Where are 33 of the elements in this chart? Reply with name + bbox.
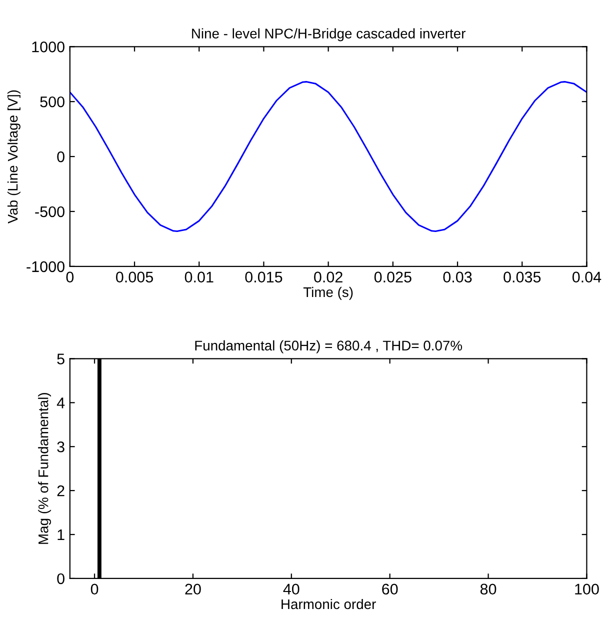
x-tick-label: 60 [382,584,398,595]
x-tick-label: 0.025 [374,272,412,282]
y-axis-title: Mag (% of Fundamental) [38,393,52,544]
x-tick-label: 0.04 [572,272,602,282]
x-tick-label: 0.01 [184,272,214,282]
y-tick-label: 3 [57,441,64,452]
x-tick-label: 80 [480,584,496,595]
line-series [70,81,587,232]
x-tick-label: 0.02 [314,272,342,282]
y-tick-label: 1000 [32,42,64,52]
y-tick-label: 0 [57,151,64,162]
y-tick-label: -1000 [26,261,64,272]
y-tick-label: 1 [58,530,64,540]
chart-title: Nine - level NPC/H-Bridge cascaded inverter [192,28,466,42]
x-tick-label: 0 [66,272,74,282]
x-tick-label: 40 [283,584,300,595]
y-tick-label: -500 [35,206,64,218]
x-tick-label: 0.005 [116,272,153,282]
x-tick-label: 0.035 [504,272,541,282]
y-tick-label: 4 [56,398,65,408]
x-tick-label: 100 [575,584,599,595]
x-tick-label: 0.015 [245,272,282,282]
y-tick-label: 500 [40,96,64,108]
y-tick-label: 0 [57,573,64,584]
y-tick-label: 5 [57,354,64,364]
y-axis-title: Vab (Line Voltage [V]) [7,90,20,224]
x-tick-label: 0.03 [443,272,472,282]
chart-title: Fundamental (50Hz) = 680.4 , THD= 0.07% [195,340,462,354]
y-tick-label: 2 [57,485,64,496]
x-tick-label: 20 [185,584,201,595]
x-tick-label: 0 [90,584,98,595]
x-axis-title: Harmonic order [282,598,376,610]
x-axis-title: Time (s) [303,286,353,300]
